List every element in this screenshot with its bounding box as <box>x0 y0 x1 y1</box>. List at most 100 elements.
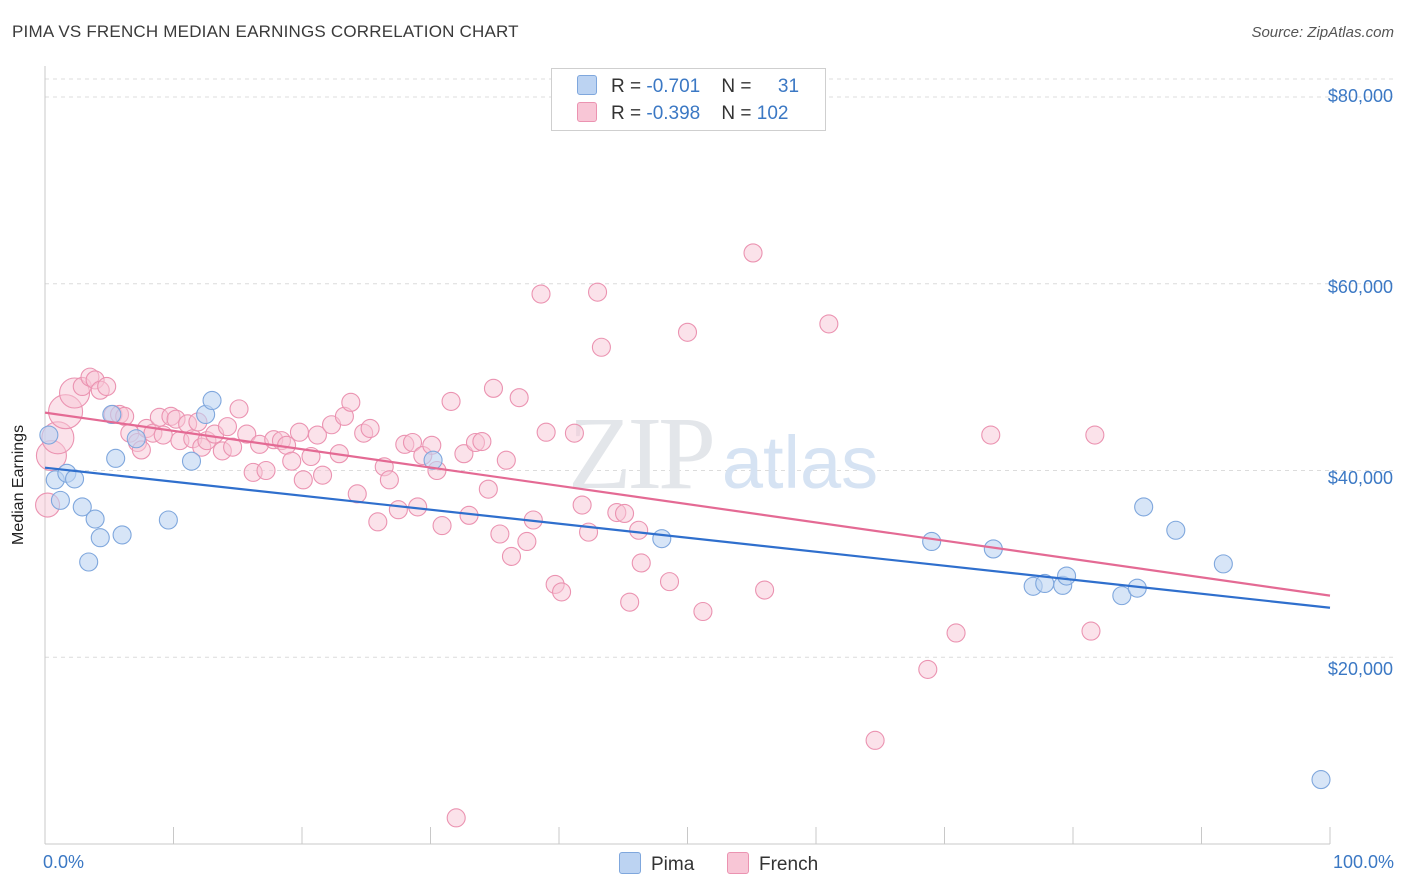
pima-point <box>652 529 672 549</box>
french-point <box>446 808 466 828</box>
pima-point <box>202 390 222 411</box>
pima-point <box>1311 770 1331 790</box>
y-tick-80000: $80,000 <box>1327 86 1393 106</box>
watermark: ZIP atlas <box>568 396 878 511</box>
french-point <box>918 659 938 679</box>
french-point <box>572 495 592 515</box>
pima-point <box>158 510 178 530</box>
bottom-legend-pima[interactable]: Pima <box>619 852 694 876</box>
pima-point <box>1057 566 1077 586</box>
french-n-label: N = <box>721 103 757 124</box>
pima-n-value: 31 <box>777 76 800 97</box>
pima-points <box>39 390 1331 790</box>
pima-point <box>1166 520 1186 540</box>
pima-point <box>112 525 132 545</box>
y-axis-label: Median Earnings <box>10 424 27 545</box>
french-point <box>229 399 249 419</box>
french-point <box>981 425 1001 445</box>
french-point <box>743 243 763 263</box>
french-point <box>620 592 640 612</box>
french-point <box>490 524 510 544</box>
french-swatch <box>577 102 597 122</box>
french-point <box>483 378 504 398</box>
french-point <box>441 391 461 411</box>
pima-point <box>922 531 942 552</box>
source-label: Source: ZipAtlas.com <box>1251 24 1394 41</box>
bottom-pima-swatch <box>619 852 641 874</box>
french-point <box>496 450 516 470</box>
y-tick-40000: $40,000 <box>1327 468 1393 488</box>
stats-legend: R = -0.701 N = 31 R = -0.398 N = 102 <box>551 68 826 131</box>
pima-point <box>1112 586 1132 606</box>
french-point <box>223 437 243 457</box>
french-point <box>237 424 257 444</box>
pima-point <box>1213 554 1233 574</box>
pima-point <box>181 451 202 471</box>
french-point <box>402 432 423 453</box>
bottom-legend-french[interactable]: French <box>727 852 818 876</box>
pima-trend-line <box>44 466 1331 609</box>
french-point <box>501 546 522 566</box>
pima-point <box>50 490 70 510</box>
french-points <box>35 243 1105 828</box>
chart-title: PIMA VS FRENCH MEDIAN EARNINGS CORRELATI… <box>12 22 519 41</box>
french-point <box>531 284 551 304</box>
pima-swatch <box>577 75 597 95</box>
french-point <box>693 601 713 622</box>
pima-point <box>106 448 126 468</box>
french-point <box>509 388 529 408</box>
pima-r-label: R = <box>611 76 647 97</box>
pima-point <box>1134 497 1154 517</box>
pima-point <box>90 528 110 548</box>
legend-row-pima: R = -0.701 N = 31 <box>577 75 799 99</box>
bottom-french-swatch <box>727 852 749 874</box>
french-point <box>97 376 117 397</box>
legend-row-french: R = -0.398 N = 102 <box>577 102 788 126</box>
french-point <box>217 417 238 437</box>
french-point <box>368 512 388 532</box>
pima-point <box>85 509 105 529</box>
french-point <box>454 444 474 464</box>
french-trend-line <box>44 411 1331 597</box>
pima-point <box>72 497 92 517</box>
y-tick-20000: $20,000 <box>1327 659 1393 679</box>
french-point <box>865 730 885 750</box>
french-point <box>819 314 839 334</box>
french-point <box>614 503 635 524</box>
pima-point <box>423 450 443 470</box>
french-point <box>313 465 333 485</box>
french-point <box>629 520 649 540</box>
french-n-value: 102 <box>756 103 789 124</box>
pima-n-label: N = <box>721 76 757 97</box>
french-point <box>755 580 775 600</box>
french-point <box>256 460 276 481</box>
bottom-pima-label: Pima <box>651 854 695 875</box>
pima-r-value: -0.701 <box>646 76 701 97</box>
french-point <box>360 418 380 439</box>
grid-lines <box>45 78 1393 658</box>
pima-point <box>102 404 122 425</box>
french-point <box>472 432 492 452</box>
french-point <box>347 484 367 504</box>
french-point <box>289 422 309 442</box>
french-point <box>282 451 302 471</box>
french-point <box>388 500 408 520</box>
french-r-label: R = <box>611 103 647 124</box>
pima-point <box>126 429 146 449</box>
x-tick-max: 100.0% <box>1332 852 1394 872</box>
french-point <box>432 516 452 536</box>
french-point <box>307 425 327 445</box>
watermark-zip: ZIP <box>568 396 712 511</box>
watermark-atlas: atlas <box>722 421 878 504</box>
bottom-french-label: French <box>759 854 819 875</box>
french-point <box>536 422 556 442</box>
french-point <box>659 572 680 592</box>
x-tick-min: 0.0% <box>43 852 85 872</box>
french-point <box>591 337 611 357</box>
french-point <box>946 623 966 643</box>
french-point <box>677 322 698 342</box>
y-tick-60000: $60,000 <box>1327 277 1393 297</box>
french-point <box>1085 425 1105 445</box>
french-point <box>478 479 498 499</box>
